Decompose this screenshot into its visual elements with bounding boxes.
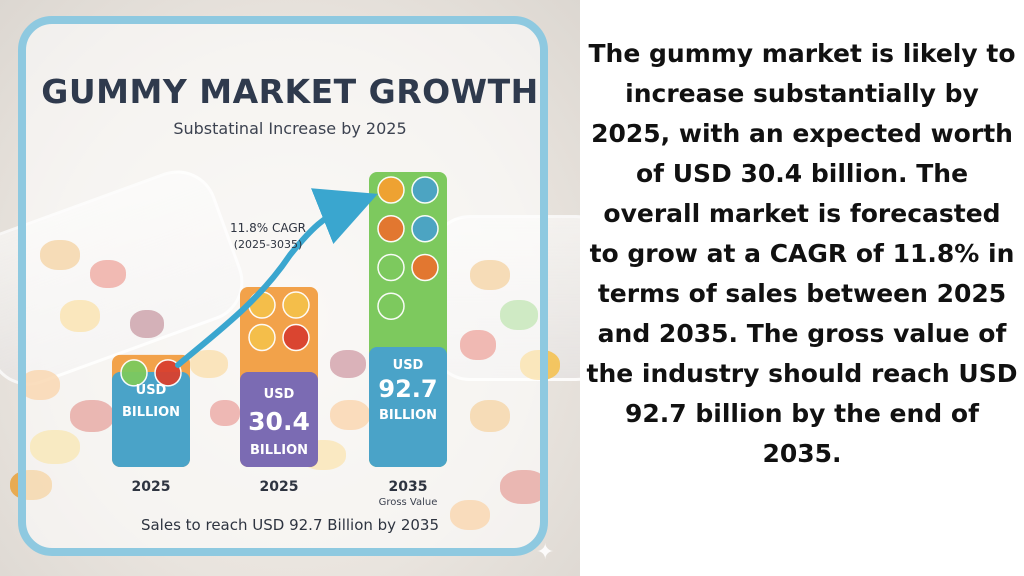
gummy-icon	[411, 176, 439, 204]
gummy-icon	[377, 176, 405, 204]
bar-currency-label: USD	[393, 358, 424, 373]
bar-currency-label: USD	[136, 383, 167, 398]
bar-unit-label: BILLION	[122, 405, 180, 420]
gummy-icon	[411, 215, 439, 243]
cagr-annotation: 11.8% CAGR	[230, 221, 306, 235]
gummy-icon	[377, 292, 405, 320]
growth-arrow	[175, 188, 378, 368]
gummy-icon	[377, 215, 405, 243]
bar-1: USD BILLION 2025	[112, 354, 190, 495]
bar-3: USD 92.7 BILLION 2035 Gross Value	[369, 172, 447, 508]
bar-unit-label: BILLION	[250, 443, 308, 458]
bar-bottom-segment	[369, 347, 447, 467]
bar-unit-label: BILLION	[379, 408, 437, 423]
gummy-icon	[282, 291, 310, 319]
category-sublabel: Gross Value	[379, 497, 438, 508]
description-text: The gummy market is likely to increase s…	[586, 39, 1018, 468]
category-label: 2035	[389, 479, 428, 495]
category-label: 2025	[260, 479, 299, 495]
chart-subtitle: Substatinal Increase by 2025	[173, 119, 407, 138]
sparkle-icon: ✦	[536, 540, 555, 565]
chart-footer: Sales to reach USD 92.7 Billion by 2035	[140, 516, 440, 534]
gummy-icon	[154, 359, 182, 387]
bar-bottom-segment	[112, 372, 190, 467]
gummy-icon	[411, 253, 439, 282]
bar-bottom-segment	[240, 372, 318, 467]
gummy-icon	[282, 323, 310, 352]
gummy-icon	[248, 323, 276, 352]
chart-title: GUMMY MARKET GROWTH	[41, 72, 539, 111]
bar-value-label: 92.7	[378, 375, 437, 403]
cagr-period: (2025-3035)	[234, 238, 303, 251]
bar-chart: USD BILLION 2025 USD 30.4 BILLION 2025 USD 92.7 B…	[112, 172, 447, 508]
gummy-icon	[120, 359, 148, 387]
gummy-icon	[377, 253, 405, 282]
bar-currency-label: USD	[264, 387, 295, 402]
category-label: 2025	[132, 479, 171, 495]
bar-value-label: 30.4	[248, 407, 310, 436]
bar-2: USD 30.4 BILLION 2025	[240, 287, 318, 495]
